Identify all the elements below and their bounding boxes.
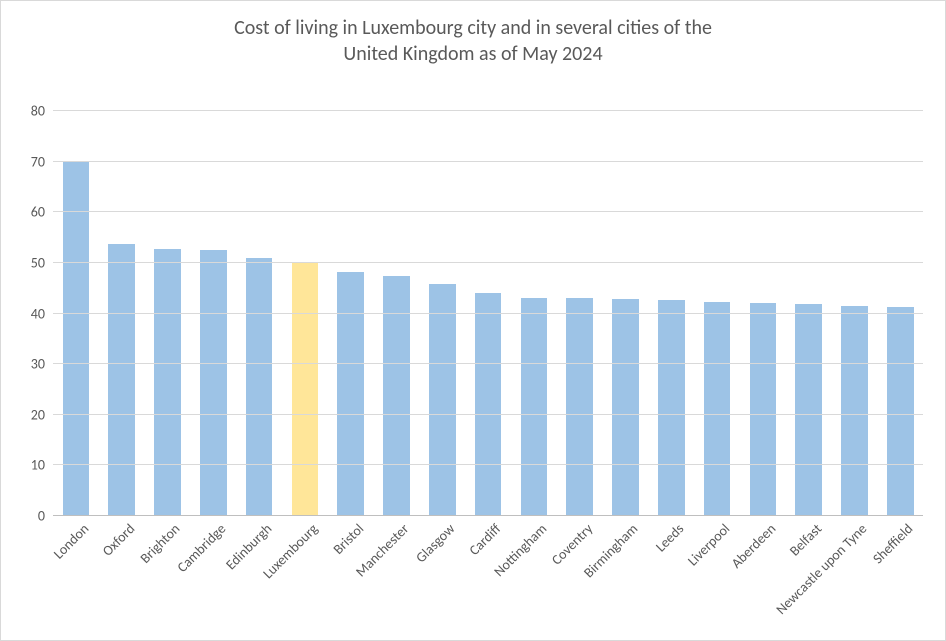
gridline bbox=[53, 211, 923, 212]
y-tick-label: 40 bbox=[31, 305, 45, 322]
bar bbox=[658, 300, 685, 516]
bar bbox=[704, 302, 731, 516]
y-tick-label: 60 bbox=[31, 204, 45, 221]
bar bbox=[154, 249, 181, 516]
bar-slot: Sheffield bbox=[877, 111, 923, 516]
bar-slot: Luxembourg bbox=[282, 111, 328, 516]
bar-slot: Newcastle upon Tyne bbox=[832, 111, 878, 516]
bar-slot: London bbox=[53, 111, 99, 516]
x-tick-label: Aberdeen bbox=[723, 516, 779, 572]
bar bbox=[795, 304, 822, 516]
bar bbox=[246, 258, 273, 516]
x-tick-label: Oxford bbox=[94, 516, 138, 560]
bar-slot: Oxford bbox=[99, 111, 145, 516]
bar bbox=[566, 298, 593, 516]
bar bbox=[750, 303, 777, 516]
bar-slot: Edinburgh bbox=[236, 111, 282, 516]
bar bbox=[200, 250, 227, 516]
x-tick-label: Glasgow bbox=[408, 516, 458, 566]
bar bbox=[887, 307, 914, 516]
x-tick-label: Liverpool bbox=[680, 516, 733, 569]
x-tick-label: Sheffield bbox=[865, 516, 916, 567]
bar bbox=[337, 272, 364, 516]
bar bbox=[429, 284, 456, 516]
chart-title: Cost of living in Luxembourg city and in… bbox=[1, 15, 945, 67]
bar-slot: Belfast bbox=[786, 111, 832, 516]
x-tick-label: Cambridge bbox=[170, 516, 230, 576]
bar-slot: Liverpool bbox=[694, 111, 740, 516]
y-tick-label: 0 bbox=[38, 508, 45, 525]
bar bbox=[521, 298, 548, 516]
bar-slot: Birmingham bbox=[603, 111, 649, 516]
bar-slot: Brighton bbox=[145, 111, 191, 516]
bar-slot: Cardiff bbox=[465, 111, 511, 516]
gridline bbox=[53, 515, 923, 516]
gridline bbox=[53, 313, 923, 314]
bar-slot: Cambridge bbox=[190, 111, 236, 516]
gridline bbox=[53, 262, 923, 263]
bar-slot: Coventry bbox=[557, 111, 603, 516]
y-tick-label: 10 bbox=[31, 457, 45, 474]
y-tick-label: 20 bbox=[31, 406, 45, 423]
gridline bbox=[53, 110, 923, 111]
gridline bbox=[53, 161, 923, 162]
y-tick-label: 80 bbox=[31, 103, 45, 120]
chart-frame: Cost of living in Luxembourg city and in… bbox=[0, 0, 946, 641]
y-tick-label: 70 bbox=[31, 153, 45, 170]
bar-slot: Leeds bbox=[648, 111, 694, 516]
bars-container: LondonOxfordBrightonCambridgeEdinburghLu… bbox=[53, 111, 923, 516]
chart-title-line1: Cost of living in Luxembourg city and in… bbox=[234, 16, 712, 40]
bar bbox=[475, 293, 502, 516]
gridline bbox=[53, 414, 923, 415]
bar-slot: Manchester bbox=[374, 111, 420, 516]
bar bbox=[612, 299, 639, 516]
y-tick-label: 50 bbox=[31, 254, 45, 271]
chart-title-line2: United Kingdom as of May 2024 bbox=[343, 42, 602, 66]
y-tick-label: 30 bbox=[31, 356, 45, 373]
bar bbox=[292, 263, 319, 516]
x-tick-label: London bbox=[46, 516, 92, 562]
bar-slot: Nottingham bbox=[511, 111, 557, 516]
plot-area: LondonOxfordBrightonCambridgeEdinburghLu… bbox=[53, 111, 923, 516]
bar-slot: Aberdeen bbox=[740, 111, 786, 516]
bar bbox=[841, 306, 868, 516]
bar-slot: Bristol bbox=[328, 111, 374, 516]
bar bbox=[63, 162, 90, 516]
bar bbox=[108, 244, 135, 516]
gridline bbox=[53, 363, 923, 364]
bar-slot: Glasgow bbox=[419, 111, 465, 516]
gridline bbox=[53, 464, 923, 465]
